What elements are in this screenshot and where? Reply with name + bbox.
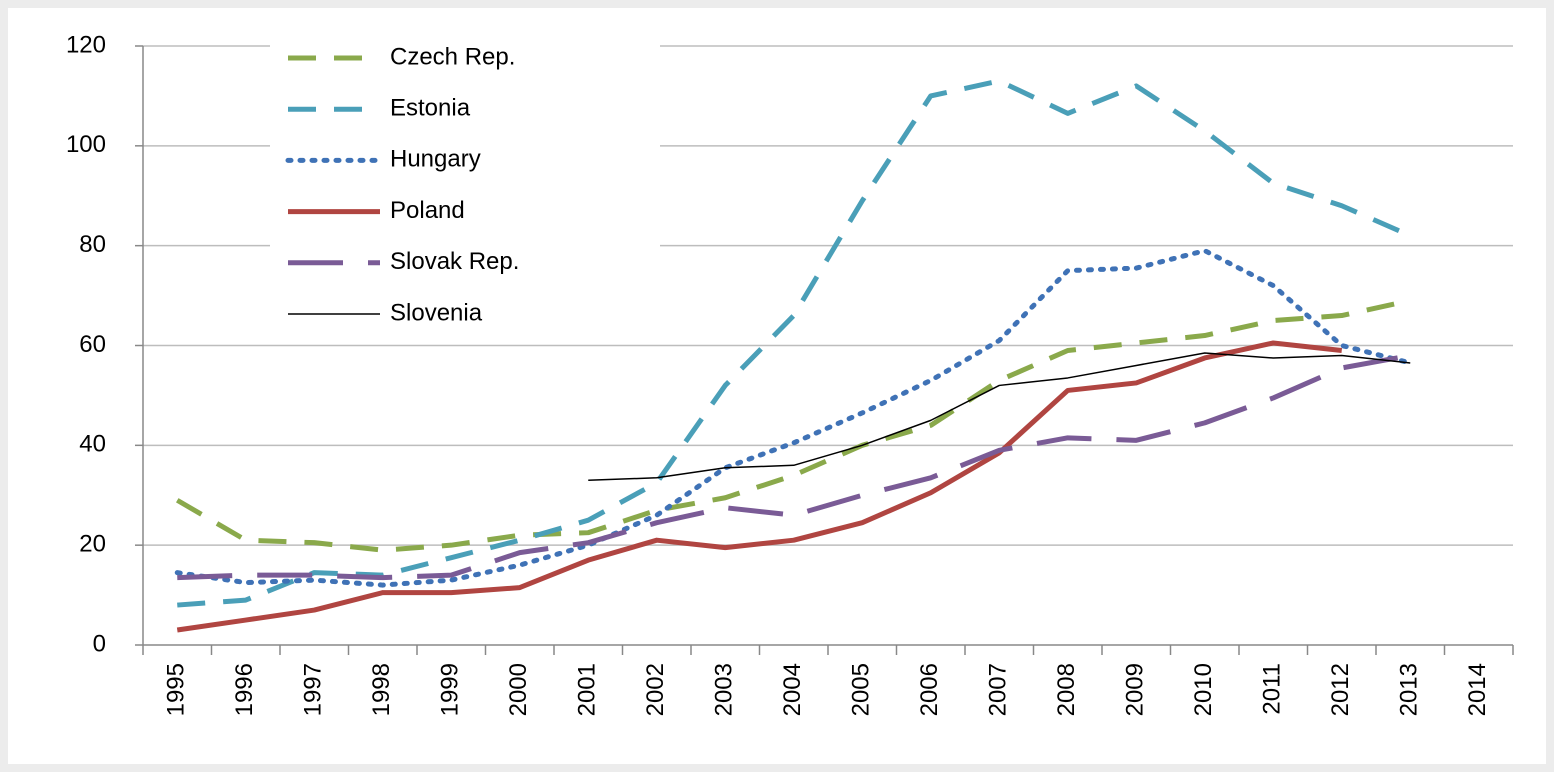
x-tick-label: 1996 <box>231 663 258 716</box>
x-tick-label: 2002 <box>642 663 669 716</box>
legend-label: Poland <box>390 197 465 224</box>
y-tick-label: 80 <box>79 231 106 258</box>
x-tick-label: 2009 <box>1122 663 1149 716</box>
x-tick-label: 1999 <box>437 663 464 716</box>
y-tick-label: 60 <box>79 331 106 358</box>
x-tick-label: 2012 <box>1327 663 1354 716</box>
legend-label: Hungary <box>390 146 481 173</box>
x-tick-label: 2013 <box>1396 663 1423 716</box>
y-tick-label: 0 <box>93 630 106 657</box>
line-series <box>174 248 1413 588</box>
x-tick-label: 2001 <box>574 663 601 716</box>
x-tick-label: 1995 <box>163 663 190 716</box>
chart-area <box>8 8 1546 764</box>
x-tick-label: 2010 <box>1190 663 1217 716</box>
legend-label: Estonia <box>390 95 471 122</box>
legend-label: Slovenia <box>390 299 483 326</box>
x-tick-label: 2004 <box>779 663 806 716</box>
x-tick-label: 1997 <box>300 663 327 716</box>
x-tick-label: 2000 <box>505 663 532 716</box>
y-tick-label: 20 <box>79 531 106 558</box>
x-tick-label: 1998 <box>368 663 395 716</box>
x-tick-label: 2014 <box>1464 663 1491 716</box>
legend-label: Czech Rep. <box>390 43 515 70</box>
line-series <box>176 340 1343 633</box>
legend-label: Slovak Rep. <box>390 248 519 275</box>
x-tick-label: 2003 <box>711 663 738 716</box>
line-series <box>588 352 1411 482</box>
x-tick-label: 2007 <box>985 663 1012 716</box>
x-tick-label: 2011 <box>1259 663 1286 715</box>
y-tick-label: 40 <box>79 431 106 458</box>
legend-box <box>270 36 660 336</box>
x-tick-label: 2006 <box>916 663 943 716</box>
line-series <box>175 298 1411 553</box>
x-tick-label: 2005 <box>848 663 875 716</box>
y-tick-label: 120 <box>66 31 106 58</box>
x-tick-label: 2008 <box>1053 663 1080 716</box>
y-tick-label: 100 <box>66 131 106 158</box>
line-series <box>177 353 1411 581</box>
